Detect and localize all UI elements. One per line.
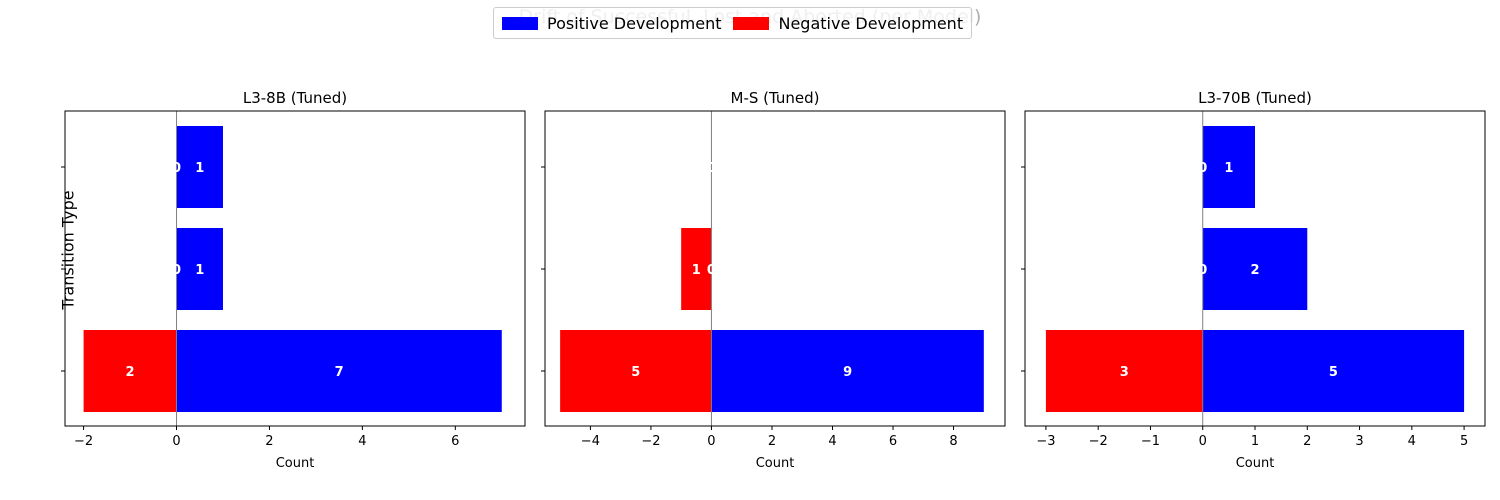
x-tick-label: 6 [889,434,897,449]
legend: Positive Development Negative Developmen… [493,7,973,39]
x-tick-label: 5 [1460,434,1468,449]
x-tick-label: −2 [1089,434,1108,449]
x-tick-label: 2 [1303,434,1311,449]
bar-negative-row2 [681,228,712,310]
bar-negative-row3 [560,330,712,412]
bar-positive-row3 [711,330,984,412]
x-tick-label: 4 [358,434,366,449]
bar-positive-row3 [176,330,502,412]
x-axis-label: Count [756,456,795,471]
x-tick-label: 4 [828,434,836,449]
bar-value-label-positive-row3: 9 [843,365,852,380]
bar-value-label-negative-row2: 0 [1198,263,1207,278]
x-tick-label: 4 [1408,434,1416,449]
bar-value-label-negative-row2: 1 [692,263,701,278]
bar-value-label-negative-row1: 0 [707,161,716,176]
chart-panel-1: 1 1 7 0 0 2 −2 0 2 4 6 Count L3-8B (Tuned) [61,89,526,471]
bar-value-label-negative-row3: 5 [631,365,640,380]
legend-label-positive: Positive Development [547,13,722,33]
bar-value-label-negative-row2: 0 [172,263,181,278]
y-axis-label: Transition Type [58,190,78,310]
x-tick-label: −4 [581,434,600,449]
panel-title: M-S (Tuned) [731,89,820,107]
bar-value-label-positive-row3: 7 [335,365,344,380]
x-tick-label: 6 [451,434,459,449]
x-tick-label: 2 [768,434,776,449]
legend-label-negative: Negative Development [778,13,964,33]
bar-value-label-positive-row2: 1 [195,263,204,278]
bar-value-label-positive-row1: 1 [195,161,204,176]
bar-negative-row3 [83,330,177,412]
x-tick-label: −1 [1141,434,1160,449]
x-axis-label: Count [1236,456,1275,471]
x-tick-label: 8 [949,434,957,449]
bar-positive-row1 [176,126,223,208]
bar-positive-row3 [1202,330,1465,412]
panel-title: L3-70B (Tuned) [1198,89,1312,107]
x-tick-label: 0 [1199,434,1207,449]
bar-value-label-negative-row1: 0 [172,161,181,176]
bar-positive-row1 [1202,126,1255,208]
bar-value-label-positive-row1: 1 [1224,161,1233,176]
bar-value-label-positive-row2: 0 [707,263,716,278]
x-tick-label: −2 [74,434,93,449]
bar-value-label-negative-row3: 3 [1120,365,1129,380]
bar-value-label-positive-row2: 2 [1250,263,1259,278]
bar-value-label-negative-row3: 2 [126,365,135,380]
panel-title: L3-8B (Tuned) [243,89,347,107]
bar-positive-row2 [176,228,223,310]
bar-value-label-positive-row3: 5 [1329,365,1338,380]
bar-negative-row3 [1045,330,1203,412]
legend-item-negative: Negative Development [733,14,963,33]
bar-value-label-negative-row1: 0 [1198,161,1207,176]
x-tick-label: −2 [641,434,660,449]
bar-value-label-positive-row1: 0 [707,161,716,176]
x-tick-label: −3 [1036,434,1055,449]
x-tick-label: 1 [1251,434,1259,449]
bar-positive-row2 [1202,228,1308,310]
legend-item-positive: Positive Development [502,14,721,33]
x-tick-label: 0 [172,434,180,449]
legend-swatch-negative [733,16,770,30]
x-tick-label: 0 [707,434,715,449]
legend-swatch-positive [502,16,538,30]
x-axis-label: Count [276,456,315,471]
chart-panel-3: 1 2 5 0 0 3 −3 −2 −1 0 1 2 3 4 5 Count L3-70B (Tuned) [1021,89,1486,471]
x-tick-label: 2 [265,434,273,449]
x-tick-label: 3 [1355,434,1363,449]
